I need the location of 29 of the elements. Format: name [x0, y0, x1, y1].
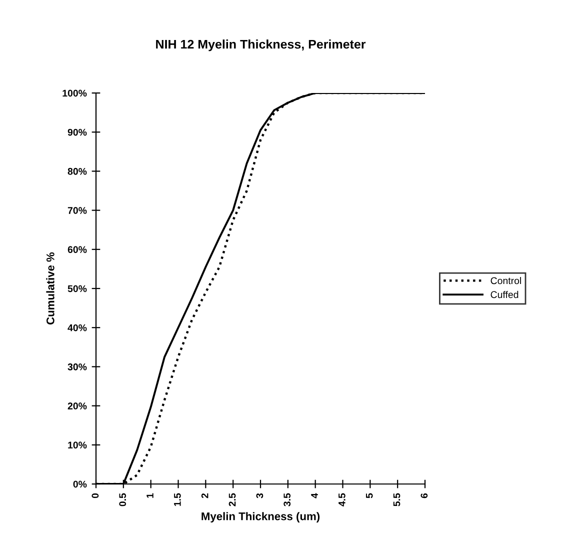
y-tick-label: 90% — [68, 128, 87, 136]
x-tick-label: 4.5 — [338, 493, 346, 506]
x-tick-label: 5.5 — [393, 493, 400, 506]
y-tick-label: 60% — [68, 246, 87, 254]
x-tick-label: 5 — [366, 493, 373, 498]
y-tick-label: 30% — [68, 363, 87, 370]
x-tick-label: 2.5 — [228, 493, 236, 506]
x-axis-title: Myelin Thickness (um) — [202, 512, 320, 522]
legend-label: Cuffed — [490, 290, 518, 298]
y-tick-label: 40% — [68, 324, 87, 332]
x-tick-label: 3.5 — [284, 493, 291, 506]
y-tick-label: 10% — [68, 442, 87, 449]
x-tick-label: 1.5 — [174, 493, 181, 506]
x-tick-label: 4 — [311, 493, 318, 498]
y-tick-label: 70% — [68, 207, 87, 214]
y-tick-label: 80% — [68, 168, 87, 175]
x-tick-label: 2 — [201, 493, 208, 498]
x-tick-label: 0 — [92, 493, 99, 498]
chart-title: NIH 12 Myelin Thickness, Perimeter — [156, 39, 366, 52]
y-tick-label: 50% — [68, 285, 87, 292]
x-tick-label: 1 — [146, 493, 154, 498]
x-tick-label: 0.5 — [119, 493, 126, 506]
x-tick-label: 3 — [256, 493, 264, 498]
y-tick-label: 100% — [62, 90, 87, 97]
y-axis-title: Cumulative % — [46, 252, 54, 324]
y-tick-label: 20% — [68, 402, 87, 410]
x-tick-label: 6 — [420, 493, 428, 498]
legend-label: Control — [490, 277, 521, 284]
y-tick-label: 0% — [73, 480, 87, 488]
